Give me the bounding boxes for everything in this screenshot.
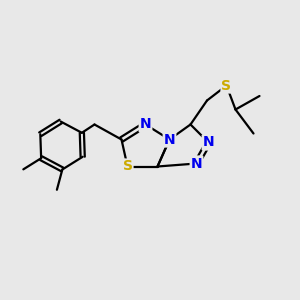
Text: N: N bbox=[140, 118, 151, 131]
Text: N: N bbox=[203, 136, 214, 149]
Text: N: N bbox=[191, 157, 202, 170]
Text: S: S bbox=[221, 79, 232, 92]
Text: S: S bbox=[122, 160, 133, 173]
Text: N: N bbox=[164, 133, 175, 146]
